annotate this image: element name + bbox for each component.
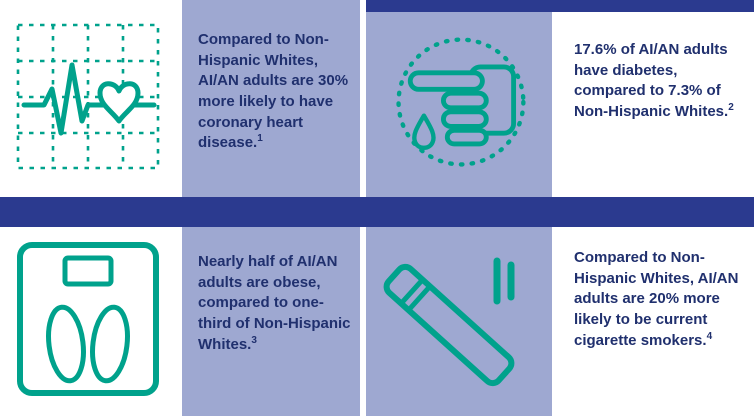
ekg-heart-monitor-icon bbox=[14, 19, 162, 179]
stat-obesity-sentence: Nearly half of AI/AN adults are obese, c… bbox=[198, 253, 351, 353]
footnote-ref-2: 2 bbox=[728, 102, 734, 114]
footnote-ref-3: 3 bbox=[251, 334, 257, 346]
stat-diabetes-icon-panel bbox=[366, 12, 552, 197]
stat-heart-disease-icon-panel bbox=[0, 0, 176, 197]
stat-smoking-sentence: Compared to Non-Hispanic Whites, AI/AN a… bbox=[574, 249, 739, 349]
stat-heart-disease-sentence: Compared to Non-Hispanic Whites, AI/AN a… bbox=[198, 31, 349, 152]
stat-diabetes-text: 17.6% of AI/AN adults have diabetes, com… bbox=[558, 12, 754, 197]
top-accent-bar bbox=[366, 0, 754, 12]
stat-diabetes-sentence: 17.6% of AI/AN adults have diabetes, com… bbox=[574, 41, 729, 121]
stat-obesity-text: Nearly half of AI/AN adults are obese, c… bbox=[182, 227, 360, 416]
middle-divider-band bbox=[0, 197, 754, 227]
cigarette-icon bbox=[379, 239, 539, 404]
stat-heart-disease-text: Compared to Non-Hispanic Whites, AI/AN a… bbox=[182, 0, 360, 197]
stat-smoking-icon-panel bbox=[366, 227, 552, 416]
footnote-ref-1: 1 bbox=[257, 133, 263, 145]
stat-smoking-text: Compared to Non-Hispanic Whites, AI/AN a… bbox=[558, 227, 754, 416]
weight-scale-icon bbox=[13, 238, 163, 405]
blood-glucose-finger-prick-icon bbox=[381, 24, 537, 185]
footnote-ref-4: 4 bbox=[706, 330, 713, 342]
stat-obesity-icon-panel bbox=[0, 227, 176, 416]
